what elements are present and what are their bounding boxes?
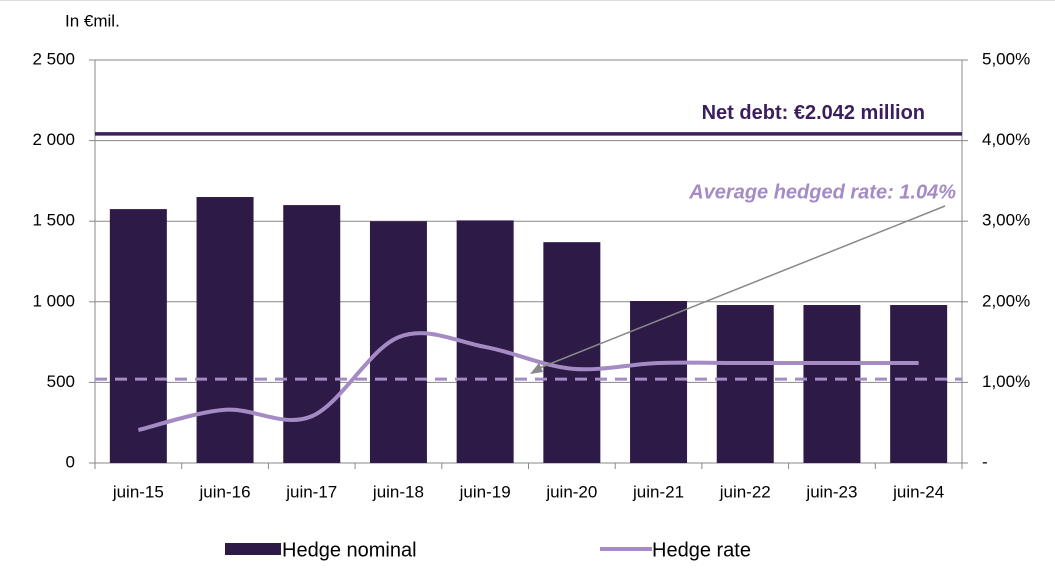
y2-tick-label: 2,00% xyxy=(982,291,1030,310)
bar xyxy=(716,305,774,463)
x-tick-label: juin-18 xyxy=(372,482,424,501)
bar xyxy=(109,209,167,463)
y-tick-label: 1 000 xyxy=(32,291,75,310)
y2-tick-label: - xyxy=(982,452,988,471)
y-tick-label: 500 xyxy=(47,372,75,391)
bar xyxy=(196,197,254,463)
x-tick-label: juin-15 xyxy=(112,482,164,501)
legend-label: Hedge rate xyxy=(652,539,751,561)
y-tick-label: 0 xyxy=(66,452,75,471)
bar xyxy=(369,221,427,463)
legend-swatch xyxy=(225,543,281,555)
legend-label: Hedge nominal xyxy=(282,539,417,561)
y2-tick-label: 1,00% xyxy=(982,372,1030,391)
bar xyxy=(543,242,601,463)
y-axis-label: In €mil. xyxy=(65,11,120,30)
annotation-arrow xyxy=(536,205,946,370)
annotation-arrowhead xyxy=(530,363,543,374)
net-debt-label: Net debt: €2.042 million xyxy=(702,102,925,124)
x-tick-label: juin-20 xyxy=(545,482,597,501)
bar xyxy=(283,205,341,463)
y2-tick-label: 5,00% xyxy=(982,49,1030,68)
y-tick-label: 2 500 xyxy=(32,49,75,68)
x-tick-label: juin-23 xyxy=(805,482,857,501)
bar xyxy=(803,305,861,463)
y2-tick-label: 3,00% xyxy=(982,211,1030,230)
x-tick-label: juin-24 xyxy=(892,482,944,501)
y2-tick-label: 4,00% xyxy=(982,130,1030,149)
bar xyxy=(630,300,688,463)
y-tick-label: 2 000 xyxy=(32,130,75,149)
x-tick-label: juin-22 xyxy=(719,482,771,501)
y-tick-label: 1 500 xyxy=(32,211,75,230)
x-tick-label: juin-21 xyxy=(632,482,684,501)
rate-line xyxy=(137,331,919,432)
x-tick-label: juin-17 xyxy=(285,482,337,501)
x-tick-label: juin-19 xyxy=(459,482,511,501)
average-rate-label: Average hedged rate: 1.04% xyxy=(688,181,956,203)
x-tick-label: juin-16 xyxy=(199,482,251,501)
bar xyxy=(890,305,948,463)
